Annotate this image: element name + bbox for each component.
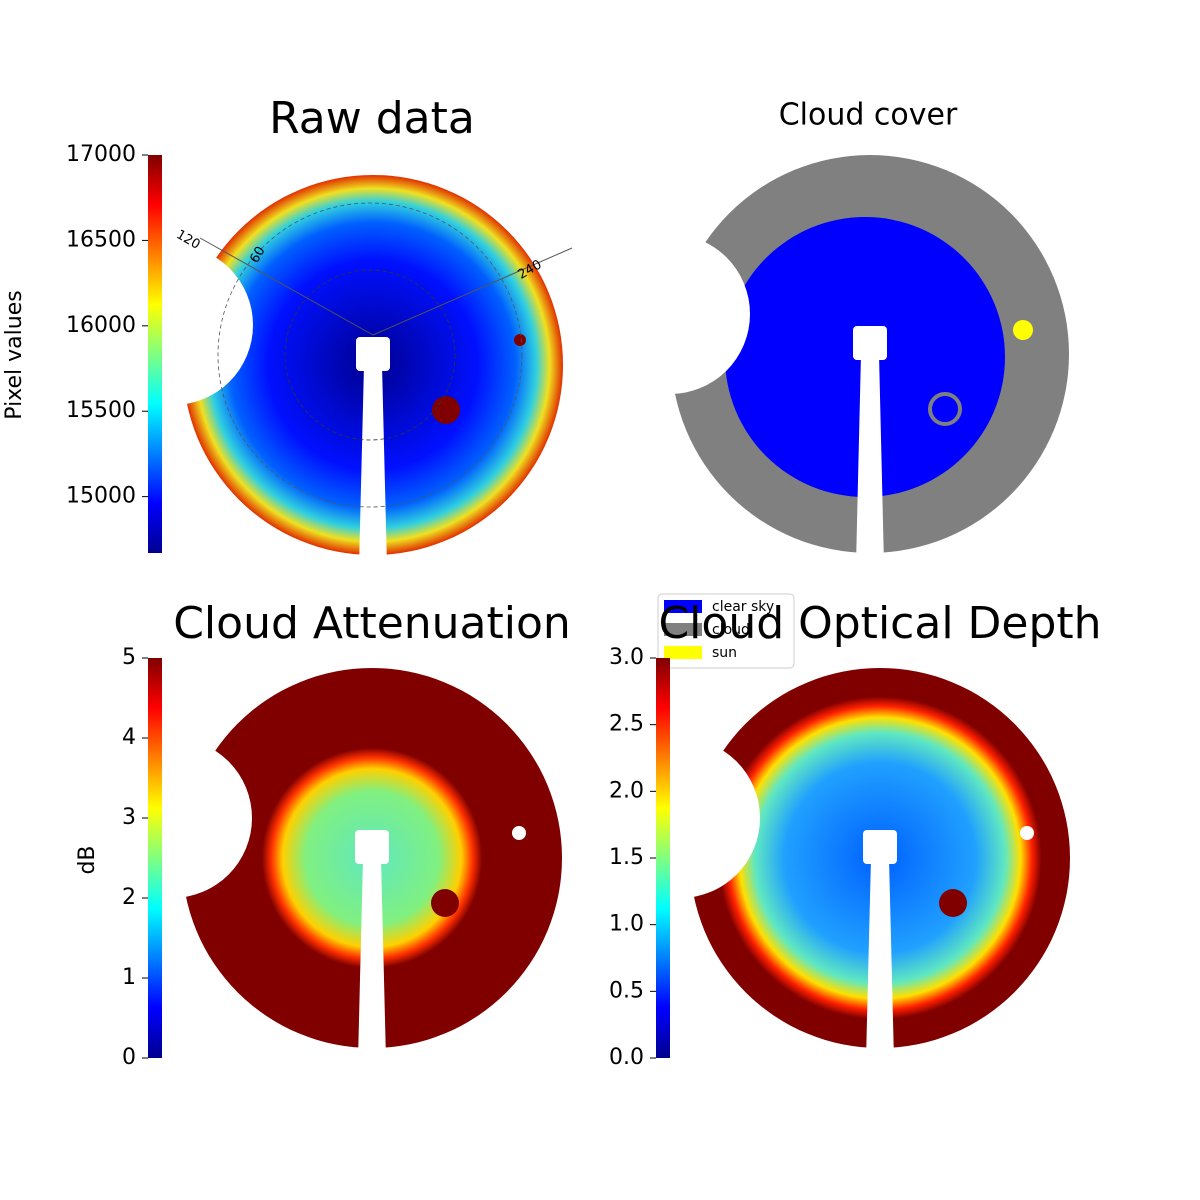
colorbar-tick-label: 1 (122, 965, 136, 990)
colorbar (656, 658, 670, 1058)
sun-mark (1013, 320, 1033, 340)
legend: clear sky cloud sun (657, 593, 795, 669)
cloud-patch (928, 392, 962, 426)
panel-title: Cloud cover (779, 98, 958, 133)
sun-spot (514, 334, 526, 346)
colorbar-tick-label: 15000 (66, 484, 136, 509)
colorbar-tick-label: 4 (122, 725, 136, 750)
image-cutout (600, 738, 760, 898)
mast-top (863, 830, 897, 864)
colorbar-tick-label: 3.0 (609, 645, 644, 670)
colorbar-tick-label: 2.5 (609, 712, 644, 737)
colorbar-tick-label: 0.0 (609, 1045, 644, 1070)
image-cutout (92, 738, 252, 898)
colorbar-label: dB (75, 845, 100, 874)
colorbar-label: Pixel values (2, 290, 27, 419)
mast (866, 858, 894, 1060)
cloud-blob (432, 396, 460, 424)
panel: Cloud Optical Depth 0.0 0.5 1.0 1.5 2.0 2.5 3.0 (600, 598, 1102, 1070)
colorbar (148, 155, 162, 553)
legend-swatch (664, 600, 702, 613)
colorbar-tick-label: 2.0 (609, 778, 644, 803)
polar-axis (372, 247, 573, 336)
mast-top (355, 830, 389, 864)
polar-grid (217, 202, 523, 508)
legend-swatch (664, 646, 702, 659)
colorbar-tick-label: 16500 (66, 227, 136, 252)
legend-swatch (664, 623, 702, 636)
sun-spot (1020, 826, 1034, 840)
legend-label: cloud (712, 622, 750, 638)
panel-title: Raw data (269, 93, 475, 144)
colorbar-tick-label: 1.0 (609, 912, 644, 937)
colorbar-tick-label: 17000 (66, 142, 136, 167)
panel-title: Cloud Attenuation (173, 598, 571, 649)
mast-top (356, 337, 390, 371)
polar-label: 60 (247, 244, 268, 266)
mast (856, 354, 884, 565)
colorbar-tick-label: 0 (122, 1045, 136, 1070)
colorbar-tick-label: 15500 (66, 398, 136, 423)
mast-top (853, 326, 887, 360)
legend-label: clear sky (712, 599, 774, 615)
colorbar-tick-label: 2 (122, 885, 136, 910)
polar-axis (199, 237, 374, 336)
colorbar-tick-label: 5 (122, 645, 136, 670)
cloud-blob (939, 889, 967, 917)
colorbar (148, 658, 162, 1058)
colorbar-tick-label: 16000 (66, 313, 136, 338)
mast (359, 365, 387, 567)
image-cutout (93, 245, 253, 405)
colorbar-tick-label: 3 (122, 805, 136, 830)
image-cutout (590, 234, 750, 394)
sun-spot (512, 826, 526, 840)
cloud-blob (431, 889, 459, 917)
colorbar-tick-label: 0.5 (609, 978, 644, 1003)
colorbar-tick-label: 1.5 (609, 845, 644, 870)
mast (358, 858, 386, 1060)
panel: Cloud Attenuation 0 1 2 3 4 5 dB (75, 598, 571, 1070)
polar-grid (284, 269, 456, 441)
legend-label: sun (712, 645, 737, 661)
panel-title: Cloud Optical Depth (658, 598, 1101, 649)
panel: clear sky cloud sun Cloud cover (590, 98, 1069, 669)
